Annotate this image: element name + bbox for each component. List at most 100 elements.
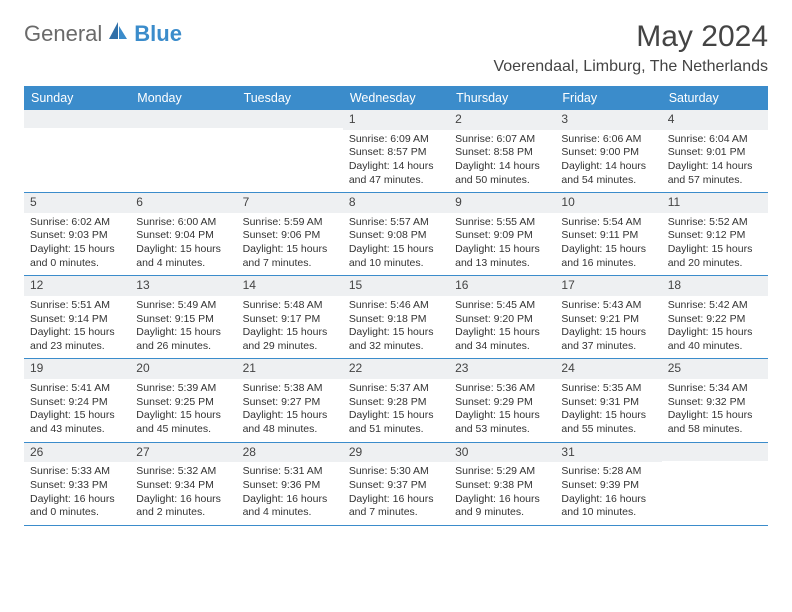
day-body: Sunrise: 6:07 AMSunset: 8:58 PMDaylight:…: [449, 130, 555, 193]
day-number: 3: [561, 112, 655, 128]
day-sunset: Sunset: 9:01 PM: [668, 146, 762, 160]
day-day2: and 10 minutes.: [349, 257, 443, 271]
day-day2: and 9 minutes.: [455, 506, 549, 520]
day-sunrise: Sunrise: 5:57 AM: [349, 216, 443, 230]
day-day2: and 53 minutes.: [455, 423, 549, 437]
title-block: May 2024 Voerendaal, Limburg, The Nether…: [493, 20, 768, 76]
day-number: 24: [561, 361, 655, 377]
day-number: 30: [455, 445, 549, 461]
day-day1: Daylight: 15 hours: [30, 326, 124, 340]
day-sunrise: Sunrise: 6:09 AM: [349, 133, 443, 147]
day-sunrise: Sunrise: 6:06 AM: [561, 133, 655, 147]
day-num-wrap: 2: [449, 110, 555, 130]
day-cell: 23Sunrise: 5:36 AMSunset: 9:29 PMDayligh…: [449, 359, 555, 441]
day-number: 10: [561, 195, 655, 211]
day-body: Sunrise: 5:28 AMSunset: 9:39 PMDaylight:…: [555, 462, 661, 525]
day-cell: 28Sunrise: 5:31 AMSunset: 9:36 PMDayligh…: [237, 443, 343, 525]
day-body: Sunrise: 5:32 AMSunset: 9:34 PMDaylight:…: [130, 462, 236, 525]
day-body: Sunrise: 5:36 AMSunset: 9:29 PMDaylight:…: [449, 379, 555, 442]
day-day1: Daylight: 15 hours: [561, 409, 655, 423]
day-number: 1: [349, 112, 443, 128]
day-body: Sunrise: 5:55 AMSunset: 9:09 PMDaylight:…: [449, 213, 555, 276]
day-number: 18: [668, 278, 762, 294]
day-day1: Daylight: 15 hours: [136, 243, 230, 257]
day-cell: 30Sunrise: 5:29 AMSunset: 9:38 PMDayligh…: [449, 443, 555, 525]
day-num-wrap: 23: [449, 359, 555, 379]
day-day2: and 23 minutes.: [30, 340, 124, 354]
day-number: 26: [30, 445, 124, 461]
day-cell: 31Sunrise: 5:28 AMSunset: 9:39 PMDayligh…: [555, 443, 661, 525]
day-sunrise: Sunrise: 5:37 AM: [349, 382, 443, 396]
week-row: 26Sunrise: 5:33 AMSunset: 9:33 PMDayligh…: [24, 443, 768, 526]
day-num-wrap: [237, 110, 343, 128]
day-body: Sunrise: 6:00 AMSunset: 9:04 PMDaylight:…: [130, 213, 236, 276]
day-sunrise: Sunrise: 5:45 AM: [455, 299, 549, 313]
day-num-wrap: 10: [555, 193, 661, 213]
day-day2: and 10 minutes.: [561, 506, 655, 520]
day-sunrise: Sunrise: 6:04 AM: [668, 133, 762, 147]
day-day2: and 29 minutes.: [243, 340, 337, 354]
day-number: 15: [349, 278, 443, 294]
day-num-wrap: 31: [555, 443, 661, 463]
week-row: 1 Sunrise: 6:09 AMSunset: 8:57 PMDaylight…: [24, 110, 768, 193]
day-num-wrap: [24, 110, 130, 128]
day-sunset: Sunset: 9:08 PM: [349, 229, 443, 243]
location: Voerendaal, Limburg, The Netherlands: [493, 58, 768, 76]
day-number: 21: [243, 361, 337, 377]
day-day1: Daylight: 16 hours: [349, 493, 443, 507]
day-day2: and 4 minutes.: [243, 506, 337, 520]
day-day1: Daylight: 15 hours: [243, 409, 337, 423]
day-day1: Daylight: 15 hours: [668, 243, 762, 257]
day-day2: and 57 minutes.: [668, 174, 762, 188]
day-body: Sunrise: 5:42 AMSunset: 9:22 PMDaylight:…: [662, 296, 768, 359]
day-sunrise: Sunrise: 5:33 AM: [30, 465, 124, 479]
day-sunrise: Sunrise: 6:02 AM: [30, 216, 124, 230]
day-sunset: Sunset: 9:09 PM: [455, 229, 549, 243]
day-sunrise: Sunrise: 5:38 AM: [243, 382, 337, 396]
day-sunset: Sunset: 9:00 PM: [561, 146, 655, 160]
day-cell: 9Sunrise: 5:55 AMSunset: 9:09 PMDaylight…: [449, 193, 555, 275]
day-body: Sunrise: 6:09 AMSunset: 8:57 PMDaylight:…: [343, 130, 449, 193]
day-cell: 14Sunrise: 5:48 AMSunset: 9:17 PMDayligh…: [237, 276, 343, 358]
day-body: Sunrise: 6:04 AMSunset: 9:01 PMDaylight:…: [662, 130, 768, 193]
day-sunrise: Sunrise: 6:07 AM: [455, 133, 549, 147]
day-day2: and 34 minutes.: [455, 340, 549, 354]
day-day2: and 55 minutes.: [561, 423, 655, 437]
day-body: Sunrise: 5:41 AMSunset: 9:24 PMDaylight:…: [24, 379, 130, 442]
day-num-wrap: 7: [237, 193, 343, 213]
day-num-wrap: 16: [449, 276, 555, 296]
day-day2: and 7 minutes.: [349, 506, 443, 520]
day-sunrise: Sunrise: 5:35 AM: [561, 382, 655, 396]
day-cell: [662, 443, 768, 525]
day-sunrise: Sunrise: 5:55 AM: [455, 216, 549, 230]
day-num-wrap: 14: [237, 276, 343, 296]
day-day2: and 2 minutes.: [136, 506, 230, 520]
day-cell: 6Sunrise: 6:00 AMSunset: 9:04 PMDaylight…: [130, 193, 236, 275]
day-num-wrap: 28: [237, 443, 343, 463]
calendar: Sunday Monday Tuesday Wednesday Thursday…: [24, 86, 768, 526]
day-number: 12: [30, 278, 124, 294]
day-day2: and 26 minutes.: [136, 340, 230, 354]
day-day1: Daylight: 14 hours: [668, 160, 762, 174]
day-sunrise: Sunrise: 5:42 AM: [668, 299, 762, 313]
day-day2: and 0 minutes.: [30, 506, 124, 520]
day-cell: 22Sunrise: 5:37 AMSunset: 9:28 PMDayligh…: [343, 359, 449, 441]
day-day2: and 4 minutes.: [136, 257, 230, 271]
day-sunset: Sunset: 9:28 PM: [349, 396, 443, 410]
day-day2: and 7 minutes.: [243, 257, 337, 271]
day-cell: [130, 110, 236, 192]
day-day2: and 32 minutes.: [349, 340, 443, 354]
dow-saturday: Saturday: [662, 86, 768, 110]
day-num-wrap: 27: [130, 443, 236, 463]
day-body: Sunrise: 5:52 AMSunset: 9:12 PMDaylight:…: [662, 213, 768, 276]
day-cell: 10Sunrise: 5:54 AMSunset: 9:11 PMDayligh…: [555, 193, 661, 275]
day-number: 5: [30, 195, 124, 211]
day-cell: 18 Sunrise: 5:42 AMSunset: 9:22 PMDayligh…: [662, 276, 768, 358]
day-body: Sunrise: 5:34 AMSunset: 9:32 PMDaylight:…: [662, 379, 768, 442]
logo: General Blue: [24, 20, 182, 47]
day-sunrise: Sunrise: 5:46 AM: [349, 299, 443, 313]
day-cell: [237, 110, 343, 192]
day-sunset: Sunset: 9:22 PM: [668, 313, 762, 327]
day-sunset: Sunset: 9:03 PM: [30, 229, 124, 243]
week-row: 12Sunrise: 5:51 AMSunset: 9:14 PMDayligh…: [24, 276, 768, 359]
